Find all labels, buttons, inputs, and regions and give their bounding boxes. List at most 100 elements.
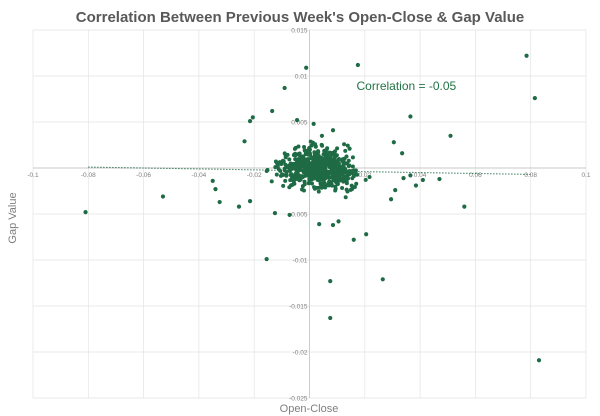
data-point [301, 154, 306, 159]
data-point [391, 140, 396, 145]
data-point [273, 159, 278, 164]
data-point [335, 170, 340, 175]
x-tick-label: 0.1 [581, 172, 590, 179]
data-point [302, 164, 307, 169]
data-point [317, 158, 322, 163]
data-point [350, 155, 355, 160]
data-point [346, 158, 351, 163]
y-tick-label: 0.015 [291, 28, 308, 35]
data-point [304, 65, 309, 70]
data-point [283, 155, 288, 160]
data-point [309, 181, 314, 186]
data-point [292, 165, 297, 170]
x-tick-label: -0.06 [136, 172, 151, 179]
y-tick-label: 0.005 [291, 120, 308, 127]
data-point [311, 121, 316, 126]
data-point [420, 177, 425, 183]
data-point [320, 143, 325, 148]
data-point [344, 181, 349, 186]
y-tick-label: -0.025 [289, 396, 308, 403]
data-point [323, 148, 328, 153]
data-point [408, 114, 413, 119]
data-point [367, 175, 372, 180]
data-point [413, 183, 419, 188]
data-point [351, 237, 356, 242]
data-point [363, 177, 368, 182]
data-point [317, 222, 322, 227]
data-point [290, 182, 295, 187]
data-point [287, 212, 292, 218]
data-point [350, 171, 355, 176]
data-point [346, 164, 351, 169]
data-point [288, 161, 293, 166]
data-point [327, 150, 332, 155]
data-point [319, 133, 325, 138]
correlation-annotation: Correlation = -0.05 [357, 79, 457, 93]
data-point [272, 210, 278, 216]
data-point [264, 256, 269, 262]
data-point [160, 194, 166, 199]
data-point [330, 172, 335, 177]
data-point [350, 164, 355, 169]
data-point [308, 139, 313, 144]
data-point [351, 174, 356, 179]
data-points [83, 53, 542, 363]
y-tick-label: -0.02 [293, 350, 308, 357]
data-point [273, 165, 278, 170]
data-point [317, 163, 322, 168]
data-point [290, 177, 295, 182]
data-point [323, 155, 328, 160]
data-point [307, 152, 312, 157]
data-point [342, 142, 347, 147]
data-point [355, 172, 360, 177]
data-point [462, 204, 467, 209]
data-point [297, 161, 302, 166]
data-point [343, 195, 348, 200]
data-point [336, 161, 341, 166]
x-tick-label: -0.1 [27, 172, 39, 179]
x-tick-label: -0.02 [247, 172, 262, 179]
data-point [305, 161, 310, 166]
data-point [332, 152, 337, 157]
data-point [408, 173, 413, 178]
data-point [448, 133, 453, 138]
data-point [327, 180, 332, 185]
data-point [344, 161, 349, 166]
data-point [335, 146, 340, 151]
data-point [340, 185, 345, 190]
data-point [301, 170, 306, 175]
data-point [291, 173, 296, 178]
data-point [319, 185, 324, 190]
data-point [306, 181, 311, 186]
data-point [340, 158, 345, 163]
data-point [274, 172, 279, 177]
x-tick-label: 0.04 [414, 172, 427, 179]
y-tick-label: -0.01 [293, 258, 308, 265]
data-point [327, 169, 332, 174]
data-point [350, 186, 355, 191]
data-point [347, 146, 352, 151]
data-point [333, 188, 338, 193]
data-point [287, 168, 292, 173]
data-point [287, 157, 292, 162]
data-point [320, 164, 325, 169]
data-point [318, 168, 323, 173]
data-point [293, 153, 298, 158]
data-point [393, 187, 398, 193]
data-point [343, 148, 348, 153]
data-point [283, 162, 288, 167]
data-point [401, 176, 406, 181]
data-point [355, 62, 360, 68]
data-point [284, 173, 289, 178]
data-point [329, 175, 334, 180]
data-point [325, 160, 330, 165]
data-point [346, 176, 350, 181]
tick-labels: -0.1-0.08-0.06-0.04-0.0200.020.040.060.0… [27, 28, 590, 403]
data-point [298, 175, 303, 180]
data-point [331, 162, 336, 167]
data-point [354, 181, 359, 186]
data-point [333, 167, 338, 172]
data-point [343, 168, 348, 173]
data-point [213, 187, 218, 192]
